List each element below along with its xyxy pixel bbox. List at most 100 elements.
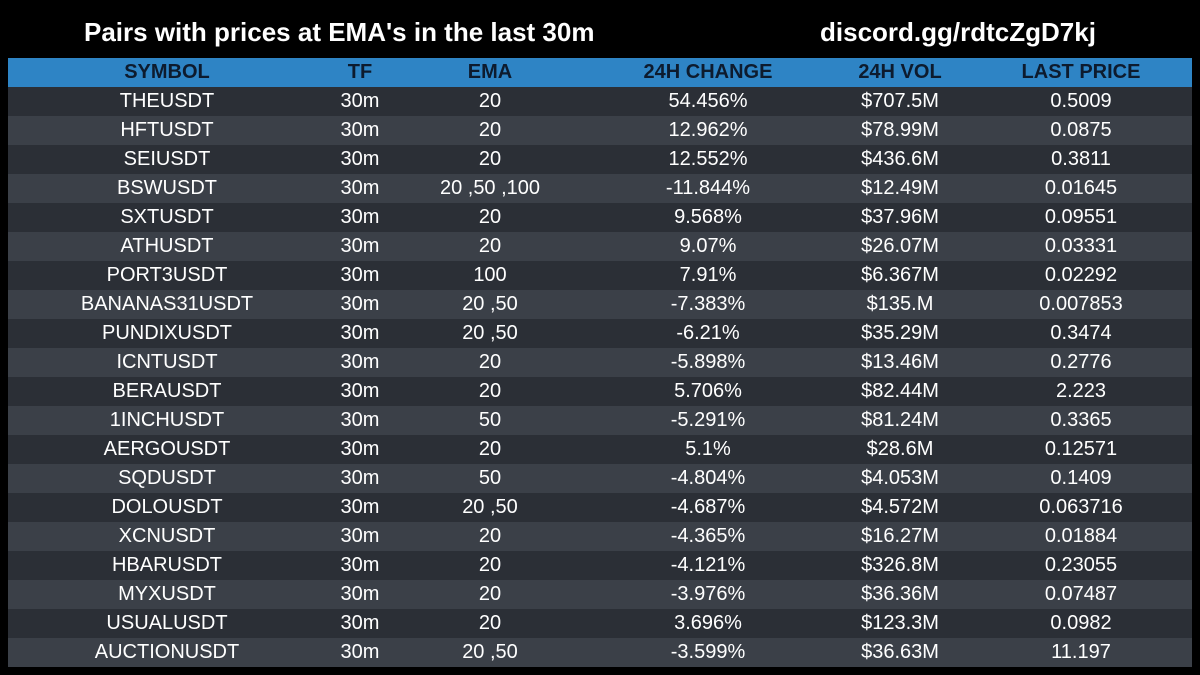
- cell-tf: 30m: [340, 438, 380, 460]
- cell-tf: 30m: [340, 467, 380, 489]
- cell-24h-vol: $81.24M: [861, 409, 939, 431]
- table-row[interactable]: AERGOUSDT 30m 20 5.1% $28.6M 0.12571: [8, 435, 1192, 464]
- cell-last-price: 0.12571: [1044, 438, 1118, 460]
- cell-symbol: SEIUSDT: [123, 148, 211, 170]
- table-body: THEUSDT 30m 20 54.456% $707.5M 0.5009 HFTUSDT 3…: [8, 87, 1192, 667]
- cell-ema: 20 ,50: [462, 293, 518, 315]
- cell-last-price: 0.5009: [1050, 90, 1112, 112]
- cell-tf: 30m: [340, 322, 380, 344]
- cell-symbol: ATHUSDT: [120, 235, 214, 257]
- cell-24h-vol: $28.6M: [866, 438, 934, 460]
- cell-symbol: AUCTIONUSDT: [94, 641, 240, 663]
- cell-24h-change: -7.383%: [670, 293, 746, 315]
- cell-24h-vol: $326.8M: [861, 554, 939, 576]
- cell-24h-vol: $26.07M: [861, 235, 939, 257]
- table-row[interactable]: MYXUSDT 30m 20 -3.976% $36.36M 0.07487: [8, 580, 1192, 609]
- cell-symbol: DOLOUSDT: [111, 496, 223, 518]
- cell-last-price: 0.07487: [1044, 583, 1118, 605]
- cell-24h-change: -3.976%: [670, 583, 746, 605]
- table-row[interactable]: BERAUSDT 30m 20 5.706% $82.44M 2.223: [8, 377, 1192, 406]
- column-header-ema[interactable]: EMA: [467, 61, 513, 83]
- cell-24h-vol: $36.63M: [861, 641, 939, 663]
- table-row[interactable]: ICNTUSDT 30m 20 -5.898% $13.46M 0.2776: [8, 348, 1192, 377]
- cell-tf: 30m: [340, 641, 380, 663]
- table-row[interactable]: THEUSDT 30m 20 54.456% $707.5M 0.5009: [8, 87, 1192, 116]
- cell-tf: 30m: [340, 583, 380, 605]
- cell-24h-vol: $35.29M: [861, 322, 939, 344]
- cell-symbol: BERAUSDT: [112, 380, 222, 402]
- cell-last-price: 0.02292: [1044, 264, 1118, 286]
- table-row[interactable]: SEIUSDT 30m 20 12.552% $436.6M 0.3811: [8, 145, 1192, 174]
- cell-symbol: HFTUSDT: [120, 119, 214, 141]
- cell-symbol: AERGOUSDT: [103, 438, 231, 460]
- cell-24h-change: -4.687%: [670, 496, 746, 518]
- cell-last-price: 0.09551: [1044, 206, 1118, 228]
- cell-last-price: 0.01645: [1044, 177, 1118, 199]
- cell-24h-vol: $37.96M: [861, 206, 939, 228]
- cell-24h-change: 12.552%: [668, 148, 748, 170]
- cell-last-price: 0.03331: [1044, 235, 1118, 257]
- cell-symbol: SXTUSDT: [120, 206, 214, 228]
- table-row[interactable]: BSWUSDT 30m 20 ,50 ,100 -11.844% $12.49M 0.01…: [8, 174, 1192, 203]
- column-header-last-price[interactable]: LAST PRICE: [1021, 61, 1141, 83]
- table-row[interactable]: BANANAS31USDT 30m 20 ,50 -7.383% $135.M 0.007…: [8, 290, 1192, 319]
- cell-tf: 30m: [340, 206, 380, 228]
- cell-ema: 20: [478, 148, 502, 170]
- cell-ema: 20: [478, 206, 502, 228]
- cell-24h-vol: $13.46M: [861, 351, 939, 373]
- cell-symbol: ICNTUSDT: [116, 351, 218, 373]
- table-row[interactable]: 1INCHUSDT 30m 50 -5.291% $81.24M 0.3365: [8, 406, 1192, 435]
- cell-ema: 20: [478, 612, 502, 634]
- table-row[interactable]: XCNUSDT 30m 20 -4.365% $16.27M 0.01884: [8, 522, 1192, 551]
- cell-ema: 100: [473, 264, 507, 286]
- cell-24h-change: -5.291%: [670, 409, 746, 431]
- cell-24h-change: -4.365%: [670, 525, 746, 547]
- table-row[interactable]: DOLOUSDT 30m 20 ,50 -4.687% $4.572M 0.063716: [8, 493, 1192, 522]
- cell-tf: 30m: [340, 525, 380, 547]
- cell-last-price: 0.2776: [1050, 351, 1112, 373]
- cell-24h-change: -4.804%: [670, 467, 746, 489]
- cell-last-price: 11.197: [1051, 641, 1111, 663]
- cell-24h-change: 9.568%: [674, 206, 742, 228]
- cell-ema: 20: [478, 583, 502, 605]
- cell-last-price: 0.063716: [1039, 496, 1123, 518]
- table-row[interactable]: ATHUSDT 30m 20 9.07% $26.07M 0.03331: [8, 232, 1192, 261]
- cell-last-price: 0.0875: [1050, 119, 1112, 141]
- cell-tf: 30m: [340, 380, 380, 402]
- table-row[interactable]: AUCTIONUSDT 30m 20 ,50 -3.599% $36.63M 11.197: [8, 638, 1192, 667]
- column-header-24h-vol[interactable]: 24H VOL: [858, 61, 942, 83]
- cell-symbol: BSWUSDT: [117, 177, 217, 199]
- cell-symbol: THEUSDT: [119, 90, 215, 112]
- cell-symbol: MYXUSDT: [118, 583, 216, 605]
- cell-tf: 30m: [340, 90, 380, 112]
- cell-24h-change: 54.456%: [668, 90, 748, 112]
- table-row[interactable]: HBARUSDT 30m 20 -4.121% $326.8M 0.23055: [8, 551, 1192, 580]
- cell-24h-vol: $6.367M: [861, 264, 939, 286]
- cell-symbol: BANANAS31USDT: [80, 293, 254, 315]
- cell-symbol: PORT3USDT: [106, 264, 228, 286]
- column-header-symbol[interactable]: SYMBOL: [124, 61, 210, 83]
- cell-tf: 30m: [340, 351, 380, 373]
- table-row[interactable]: HFTUSDT 30m 20 12.962% $78.99M 0.0875: [8, 116, 1192, 145]
- table-row[interactable]: SQDUSDT 30m 50 -4.804% $4.053M 0.1409: [8, 464, 1192, 493]
- cell-ema: 50: [478, 409, 502, 431]
- table-row[interactable]: SXTUSDT 30m 20 9.568% $37.96M 0.09551: [8, 203, 1192, 232]
- table-row[interactable]: PORT3USDT 30m 100 7.91% $6.367M 0.02292: [8, 261, 1192, 290]
- cell-24h-vol: $4.053M: [861, 467, 939, 489]
- page-header: Pairs with prices at EMA's in the last 3…: [0, 0, 1200, 58]
- cell-tf: 30m: [340, 177, 380, 199]
- cell-last-price: 0.3811: [1051, 148, 1111, 170]
- discord-link[interactable]: discord.gg/rdtcZgD7kj: [820, 17, 1096, 47]
- column-header-24h-change[interactable]: 24H CHANGE: [643, 61, 773, 83]
- cell-tf: 30m: [340, 235, 380, 257]
- table-row[interactable]: USUALUSDT 30m 20 3.696% $123.3M 0.0982: [8, 609, 1192, 638]
- cell-24h-vol: $16.27M: [861, 525, 939, 547]
- cell-tf: 30m: [340, 148, 380, 170]
- cell-24h-vol: $36.36M: [861, 583, 939, 605]
- cell-24h-change: 9.07%: [679, 235, 737, 257]
- column-header-tf[interactable]: TF: [347, 61, 373, 83]
- cell-24h-change: -6.21%: [676, 322, 740, 344]
- table-row[interactable]: PUNDIXUSDT 30m 20 ,50 -6.21% $35.29M 0.3474: [8, 319, 1192, 348]
- cell-last-price: 0.1409: [1050, 467, 1112, 489]
- cell-last-price: 0.0982: [1050, 612, 1112, 634]
